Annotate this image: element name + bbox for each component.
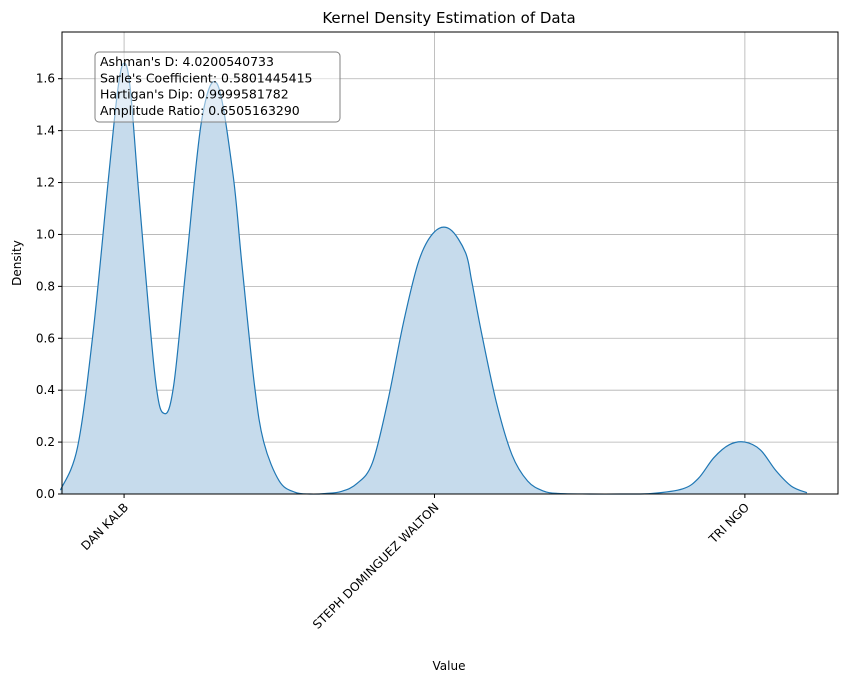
- x-tick-label: DAN KALB: [78, 500, 131, 553]
- stats-text: Ashman's D: 4.0200540733 Sarle's Coeffici…: [100, 54, 312, 118]
- y-axis-ticks: 0.0 0.2 0.4 0.6 0.8 1.0 1.2 1.4 1.6: [36, 72, 62, 501]
- y-tick-label: 0.6: [36, 331, 55, 345]
- x-tick-label: TRI NGO: [706, 500, 752, 546]
- y-tick-label: 0.0: [36, 487, 55, 501]
- stats-line: Sarle's Coefficient: 0.5801445415: [100, 70, 312, 85]
- stats-box-frame: [94, 51, 341, 123]
- stats-line: Hartigan's Dip: 0.9999581782: [100, 87, 289, 102]
- y-tick-label: 1.2: [36, 176, 55, 190]
- chart-title: Kernel Density Estimation of Data: [322, 9, 575, 27]
- x-axis-label: Value: [433, 659, 466, 673]
- stats-line: Ashman's D: 4.0200540733: [100, 54, 274, 69]
- stats-box: Ashman's D: 4.0200540733 Sarle's Coeffici…: [94, 51, 341, 123]
- y-tick-label: 1.0: [36, 227, 55, 241]
- x-axis-ticks: DAN KALB STEPH DOMINGUEZ WALTON TRI NGO: [78, 494, 752, 632]
- y-tick-label: 0.2: [36, 435, 55, 449]
- kde-line: [59, 62, 808, 495]
- kde-area: [60, 63, 807, 495]
- y-tick-label: 0.8: [36, 279, 55, 293]
- plot-frame: [61, 31, 839, 495]
- x-tick-label: STEPH DOMINGUEZ WALTON: [310, 500, 442, 632]
- y-tick-label: 0.4: [36, 383, 55, 397]
- y-axis-label: Density: [10, 240, 24, 286]
- stats-line: Amplitude Ratio: 0.6505163290: [100, 103, 300, 118]
- y-tick-label: 1.6: [36, 72, 55, 86]
- y-tick-label: 1.4: [36, 124, 55, 138]
